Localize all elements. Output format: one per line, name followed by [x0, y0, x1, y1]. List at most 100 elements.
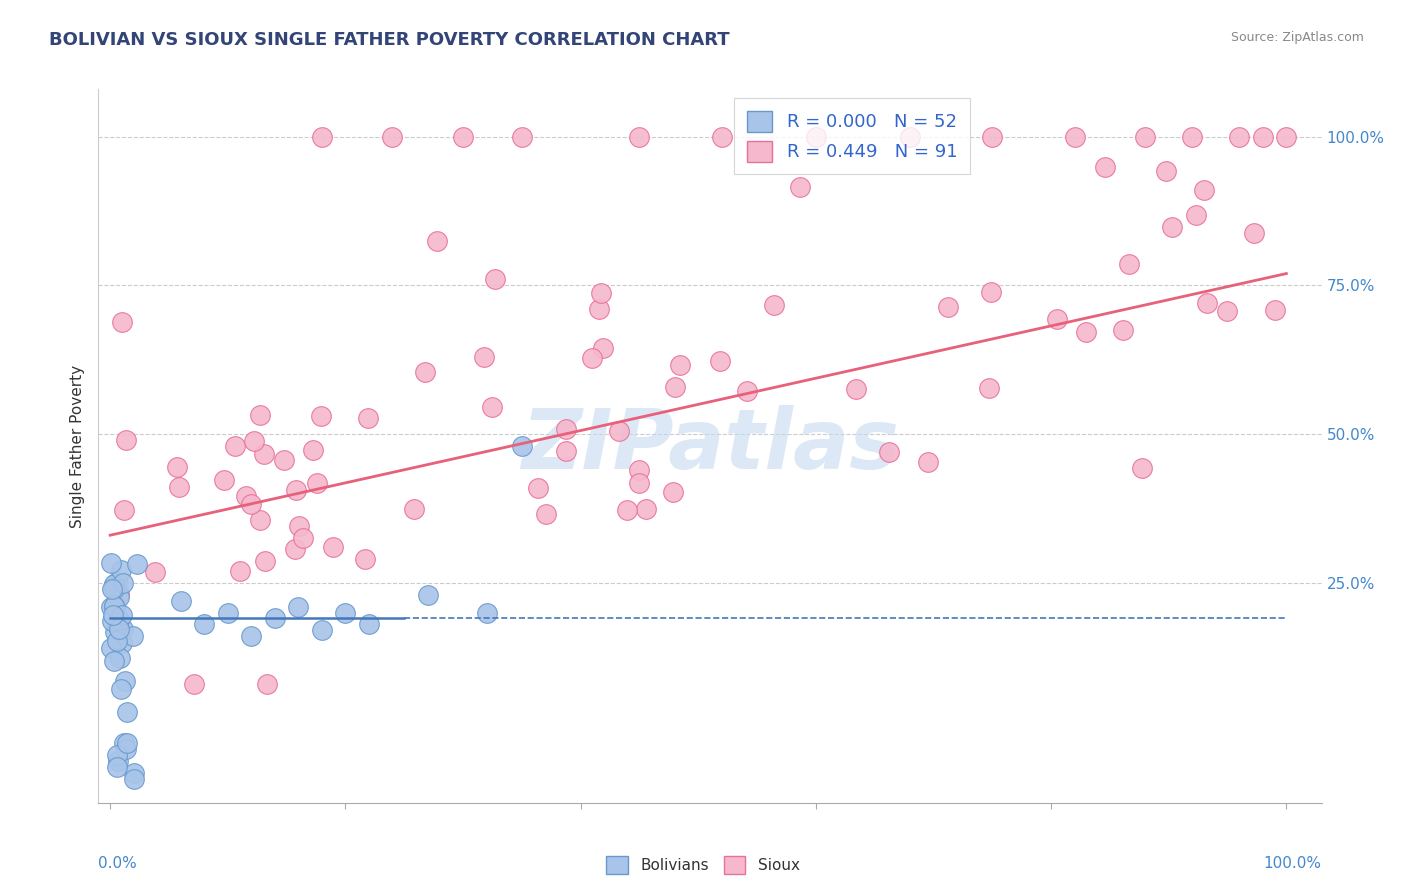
Point	[357, 617, 380, 632]
Point	[1185, 207, 1208, 221]
Point	[484, 272, 506, 286]
Point	[170, 593, 193, 607]
Point	[1130, 460, 1153, 475]
Point	[1135, 129, 1157, 144]
Point	[114, 742, 136, 756]
Point	[1264, 303, 1286, 318]
Point	[1181, 129, 1204, 144]
Point	[104, 599, 127, 614]
Point	[284, 483, 307, 497]
Point	[108, 613, 131, 627]
Point	[110, 682, 132, 697]
Point	[253, 554, 276, 568]
Point	[710, 129, 733, 144]
Point	[737, 384, 759, 398]
Point	[917, 455, 939, 469]
Point	[628, 475, 651, 490]
Point	[1216, 304, 1239, 318]
Point	[591, 286, 613, 301]
Point	[103, 599, 125, 613]
Point	[302, 442, 325, 457]
Point	[108, 622, 131, 636]
Point	[845, 382, 868, 396]
Point	[112, 575, 135, 590]
Point	[1194, 183, 1216, 197]
Text: ZIPatlas: ZIPatlas	[522, 406, 898, 486]
Point	[592, 341, 614, 355]
Point	[183, 677, 205, 691]
Point	[762, 297, 785, 311]
Point	[115, 433, 138, 447]
Point	[616, 503, 638, 517]
Point	[426, 234, 449, 248]
Point	[169, 479, 191, 493]
Point	[898, 129, 921, 144]
Point	[804, 129, 827, 144]
Text: 0.0%: 0.0%	[98, 856, 138, 871]
Point	[472, 350, 495, 364]
Point	[111, 623, 134, 637]
Point	[1154, 164, 1177, 178]
Point	[936, 301, 959, 315]
Point	[1094, 160, 1116, 174]
Point	[112, 503, 135, 517]
Point	[1227, 129, 1250, 144]
Point	[354, 552, 377, 566]
Point	[101, 582, 124, 596]
Point	[413, 365, 436, 379]
Point	[554, 422, 576, 436]
Point	[217, 606, 239, 620]
Point	[1251, 129, 1274, 144]
Point	[249, 408, 271, 422]
Legend: R = 0.000   N = 52, R = 0.449   N = 91: R = 0.000 N = 52, R = 0.449 N = 91	[734, 98, 970, 174]
Point	[107, 754, 129, 768]
Point	[291, 531, 314, 545]
Point	[311, 624, 333, 638]
Point	[103, 608, 125, 623]
Point	[357, 411, 380, 425]
Point	[122, 766, 145, 780]
Point	[107, 590, 129, 604]
Text: 100.0%: 100.0%	[1264, 856, 1322, 871]
Point	[1046, 311, 1069, 326]
Point	[607, 425, 630, 439]
Point	[103, 578, 125, 592]
Point	[981, 129, 1004, 144]
Point	[143, 566, 166, 580]
Point	[709, 353, 731, 368]
Text: BOLIVIAN VS SIOUX SINGLE FATHER POVERTY CORRELATION CHART: BOLIVIAN VS SIOUX SINGLE FATHER POVERTY …	[49, 31, 730, 49]
Point	[240, 629, 263, 643]
Point	[1275, 129, 1298, 144]
Point	[193, 617, 215, 632]
Point	[273, 453, 295, 467]
Point	[789, 179, 811, 194]
Point	[510, 129, 533, 144]
Point	[104, 625, 127, 640]
Point	[1074, 325, 1097, 339]
Text: Source: ZipAtlas.com: Source: ZipAtlas.com	[1230, 31, 1364, 45]
Point	[112, 736, 135, 750]
Point	[103, 576, 125, 591]
Point	[1118, 257, 1140, 271]
Point	[108, 587, 131, 601]
Point	[588, 301, 610, 316]
Point	[534, 507, 557, 521]
Point	[877, 445, 900, 459]
Point	[628, 463, 651, 477]
Point	[979, 285, 1001, 300]
Point	[110, 608, 132, 623]
Point	[224, 439, 246, 453]
Point	[212, 473, 235, 487]
Point	[105, 634, 128, 648]
Point	[104, 599, 127, 614]
Point	[103, 599, 125, 613]
Point	[105, 574, 128, 589]
Point	[416, 588, 439, 602]
Point	[381, 129, 404, 144]
Point	[243, 434, 266, 448]
Point	[103, 582, 125, 597]
Point	[110, 651, 132, 665]
Point	[335, 606, 357, 620]
Legend: Bolivians, Sioux: Bolivians, Sioux	[600, 850, 806, 880]
Point	[110, 563, 132, 577]
